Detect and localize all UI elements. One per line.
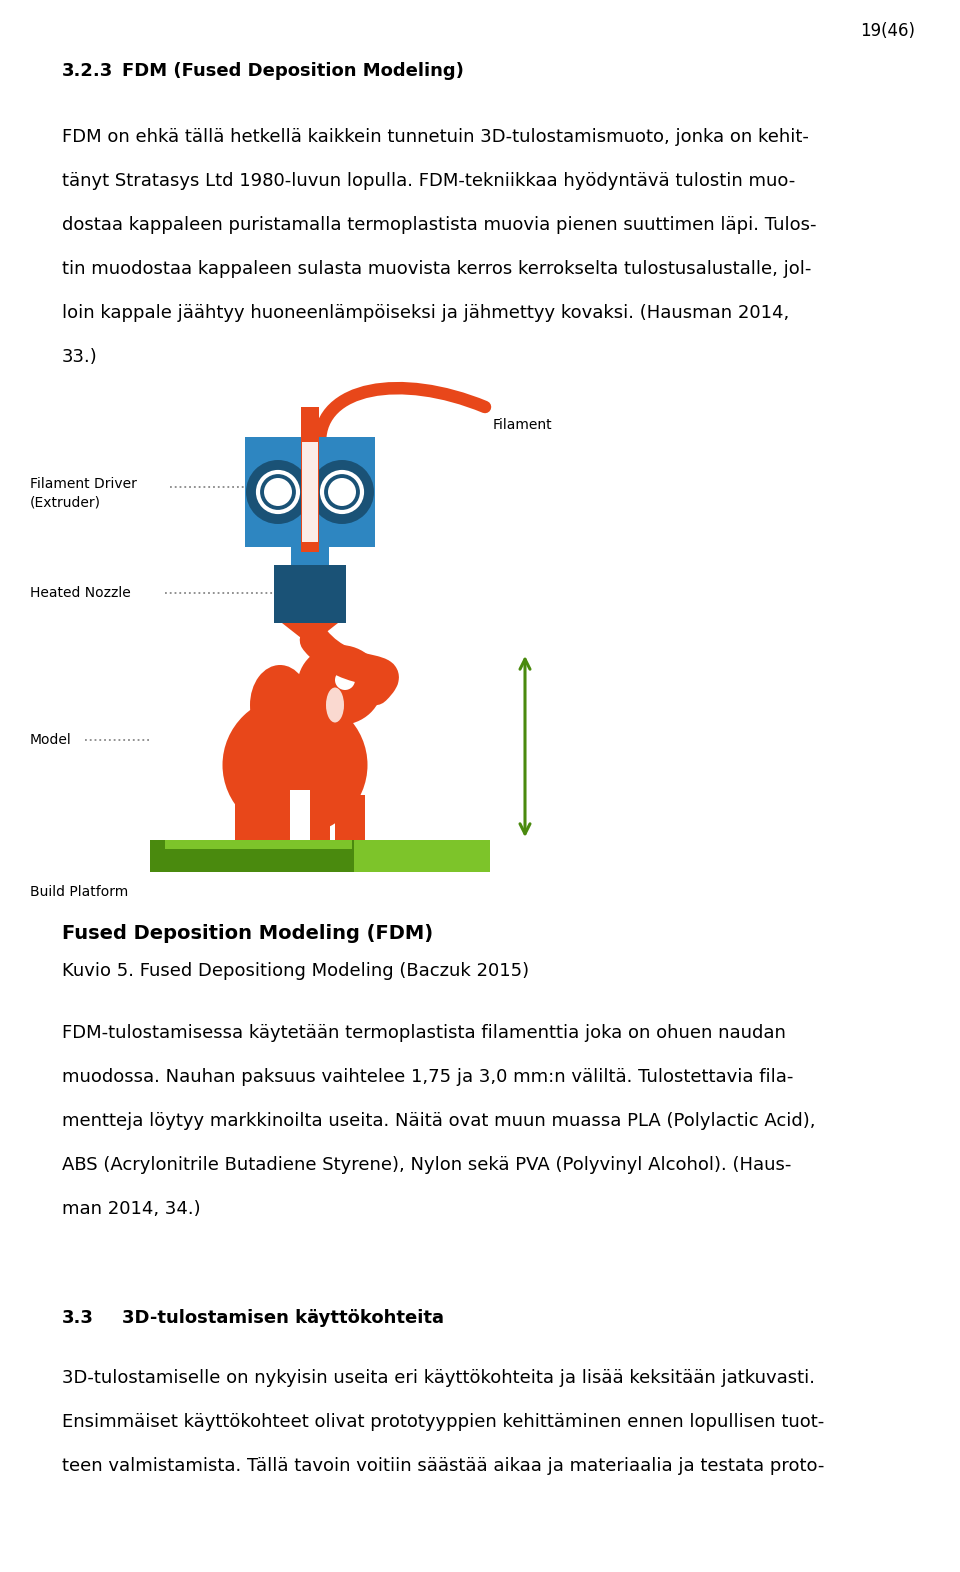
Text: Filament: Filament [493,418,553,432]
Bar [335,795,365,846]
Text: Kuvio 5. Fused Depositiong Modeling (Baczuk 2015): Kuvio 5. Fused Depositiong Modeling (Bac… [62,962,529,979]
Text: Ensimmäiset käyttökohteet olivat prototyyppien kehittäminen ennen lopullisen tuo: Ensimmäiset käyttökohteet olivat prototy… [62,1413,825,1431]
Circle shape [335,670,355,690]
Bar [265,791,330,846]
Text: 33.): 33.) [62,347,98,366]
Bar [302,442,318,542]
Ellipse shape [223,695,368,835]
Text: dostaa kappaleen puristamalla termoplastista muovia pienen suuttimen läpi. Tulos: dostaa kappaleen puristamalla termoplast… [62,215,817,234]
Text: 3D-tulostamisen käyttökohteita: 3D-tulostamisen käyttökohteita [122,1309,444,1327]
Text: (Extruder): (Extruder) [30,495,101,509]
Text: 3.3: 3.3 [62,1309,94,1327]
Bar [235,795,265,846]
Bar [290,791,310,846]
Ellipse shape [326,687,344,723]
Bar [291,547,329,564]
Text: Filament Driver: Filament Driver [30,476,137,490]
Bar [245,437,375,547]
Text: mentteja löytyy markkinoilta useita. Näitä ovat muun muassa PLA (Polylactic Acid: mentteja löytyy markkinoilta useita. Näi… [62,1111,815,1130]
Bar [165,839,352,849]
Text: Build Platform: Build Platform [30,885,129,899]
Polygon shape [282,623,338,645]
Text: tänyt Stratasys Ltd 1980-luvun lopulla. FDM-tekniikkaa hyödyntävä tulostin muo-: tänyt Stratasys Ltd 1980-luvun lopulla. … [62,171,795,190]
Text: teen valmistamista. Tällä tavoin voitiin säästää aikaa ja materiaalia ja testata: teen valmistamista. Tällä tavoin voitiin… [62,1457,825,1475]
Circle shape [328,478,356,506]
Circle shape [246,461,310,523]
Bar [150,839,354,872]
Text: muodossa. Nauhan paksuus vaihtelee 1,75 ja 3,0 mm:n väliltä. Tulostettavia fila-: muodossa. Nauhan paksuus vaihtelee 1,75 … [62,1067,793,1086]
Bar [274,564,346,623]
Text: FDM on ehkä tällä hetkellä kaikkein tunnetuin 3D-tulostamismuoto, jonka on kehit: FDM on ehkä tällä hetkellä kaikkein tunn… [62,127,809,146]
Text: 3D-tulostamiselle on nykyisin useita eri käyttökohteita ja lisää keksitään jatku: 3D-tulostamiselle on nykyisin useita eri… [62,1369,815,1387]
Text: man 2014, 34.): man 2014, 34.) [62,1199,201,1218]
Text: tin muodostaa kappaleen sulasta muovista kerros kerrokselta tulostusalustalle, j: tin muodostaa kappaleen sulasta muovista… [62,259,811,278]
Circle shape [310,461,374,523]
Bar [354,839,490,872]
Text: Model: Model [30,733,72,747]
Text: 19(46): 19(46) [860,22,915,39]
Bar [301,407,319,552]
Text: loin kappale jäähtyy huoneenlämpöiseksi ja jähmettyy kovaksi. (Hausman 2014,: loin kappale jäähtyy huoneenlämpöiseksi … [62,303,789,322]
Ellipse shape [298,645,382,725]
Circle shape [264,478,292,506]
Text: ABS (Acrylonitrile Butadiene Styrene), Nylon sekä PVA (Polyvinyl Alcohol). (Haus: ABS (Acrylonitrile Butadiene Styrene), N… [62,1155,791,1174]
Text: FDM-tulostamisessa käytetään termoplastista filamenttia joka on ohuen naudan: FDM-tulostamisessa käytetään termoplasti… [62,1023,786,1042]
Text: FDM (Fused Deposition Modeling): FDM (Fused Deposition Modeling) [122,61,464,80]
Text: Fused Deposition Modeling (FDM): Fused Deposition Modeling (FDM) [62,924,433,943]
Text: Heated Nozzle: Heated Nozzle [30,586,131,601]
Text: 3.2.3: 3.2.3 [62,61,113,80]
Ellipse shape [250,665,310,745]
